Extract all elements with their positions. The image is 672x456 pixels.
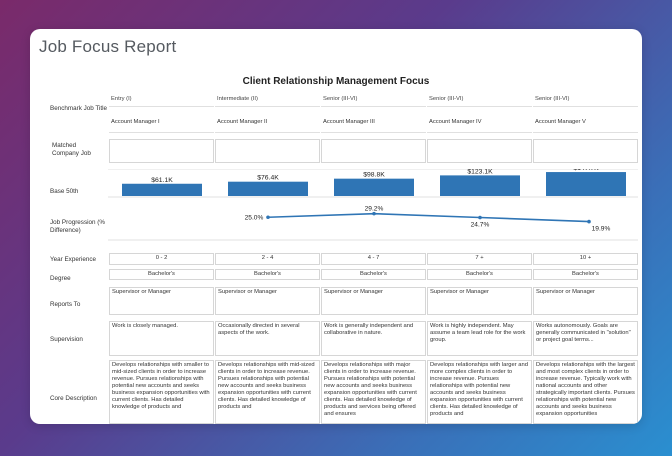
report-card: Job Focus Report Client Relationship Man…	[30, 29, 642, 424]
degree-cell: Bachelor's	[109, 269, 214, 280]
supervision-cell: Works autonomously. Goals are generally …	[533, 321, 638, 356]
progression-label: 24.7%	[471, 222, 490, 229]
level-cell: Senior (III-VI)	[533, 95, 638, 107]
matched-company-job-input[interactable]	[427, 139, 532, 163]
matched-company-job-input[interactable]	[321, 139, 426, 163]
row-label-progression: Job Progression (% Difference)	[50, 219, 105, 234]
degree-cell: Bachelor's	[427, 269, 532, 280]
base-pay-bar	[228, 181, 308, 196]
base-pay-bar	[122, 183, 202, 196]
title-cell: Account Manager I	[109, 113, 214, 133]
years-cell: 10 +	[533, 253, 638, 265]
reports-to-cell: Supervisor or Manager	[533, 287, 638, 315]
row-label-years: Year Experience	[50, 256, 96, 263]
level-cell: Senior (III-VI)	[321, 95, 426, 107]
row-label-base: Base 50th	[50, 188, 79, 195]
base-pay-label: $76.4K	[257, 175, 279, 182]
core-description-cell: Develops relationships with mid-sized cl…	[215, 360, 320, 424]
progression-line	[267, 212, 590, 223]
progression-label: 25.0%	[245, 214, 264, 221]
supervision-cell: Occasionally directed in several aspects…	[215, 321, 320, 356]
matched-company-job-input[interactable]	[215, 139, 320, 163]
years-cell: 0 - 2	[109, 253, 214, 265]
base-pay-bar	[546, 172, 626, 196]
matched-company-job-input[interactable]	[109, 139, 214, 163]
core-description-cell: Develops relationships with larger and m…	[427, 360, 532, 424]
progression-point	[587, 219, 591, 224]
reports-to-cell: Supervisor or Manager	[109, 287, 214, 315]
title-cell: Account Manager III	[321, 113, 426, 133]
row-label-core: Core Description	[50, 395, 97, 402]
progression-label: 19.9%	[592, 226, 611, 233]
matched-company-job-input[interactable]	[533, 139, 638, 163]
level-cell: Senior (III-VI)	[427, 95, 532, 107]
progression-point	[372, 211, 376, 216]
title-cell: Account Manager IV	[427, 113, 532, 133]
report-title: Client Relationship Management Focus	[242, 76, 430, 87]
row-label-supervision: Supervision	[50, 336, 83, 343]
base-pay-label: $61.1K	[151, 177, 173, 184]
base-pay-chart: $61.1K $76.4K $98.8K $123.1K $147.7K 25.0% 29.…	[108, 169, 638, 241]
progression-point	[266, 215, 270, 220]
level-cell: Intermediate (II)	[215, 95, 320, 107]
degree-cell: Bachelor's	[321, 269, 426, 280]
title-cell: Account Manager II	[215, 113, 320, 133]
core-description-cell: Develops relationships with the largest …	[533, 360, 638, 424]
base-pay-label: $123.1K	[467, 169, 493, 175]
row-label-matched: Matched Company Job	[52, 142, 91, 157]
title-cell: Account Manager V	[533, 113, 638, 133]
supervision-cell: Work is highly independent. May assume a…	[427, 321, 532, 356]
core-description-cell: Develops relationships with major client…	[321, 360, 426, 424]
reports-to-cell: Supervisor or Manager	[215, 287, 320, 315]
base-pay-bar	[334, 178, 414, 196]
degree-cell: Bachelor's	[533, 269, 638, 280]
progression-point	[478, 215, 482, 220]
supervision-cell: Work is generally independent and collab…	[321, 321, 426, 356]
base-pay-label: $147.7K	[573, 169, 599, 172]
row-label-reports-to: Reports To	[50, 301, 81, 308]
level-cell: Entry (I)	[109, 95, 214, 107]
base-pay-bar	[440, 175, 520, 196]
years-cell: 7 +	[427, 253, 532, 265]
row-label-benchmark: Benchmark Job Title	[50, 105, 108, 112]
page-title: Job Focus Report	[39, 37, 177, 56]
reports-to-cell: Supervisor or Manager	[427, 287, 532, 315]
supervision-cell: Work is closely managed.	[109, 321, 214, 356]
reports-to-cell: Supervisor or Manager	[321, 287, 426, 315]
years-cell: 4 - 7	[321, 253, 426, 265]
row-label-degree: Degree	[50, 275, 71, 282]
degree-cell: Bachelor's	[215, 269, 320, 280]
progression-label: 29.2%	[365, 206, 384, 213]
years-cell: 2 - 4	[215, 253, 320, 265]
core-description-cell: Develops relationships with smaller to m…	[109, 360, 214, 424]
base-pay-label: $98.8K	[363, 172, 385, 179]
